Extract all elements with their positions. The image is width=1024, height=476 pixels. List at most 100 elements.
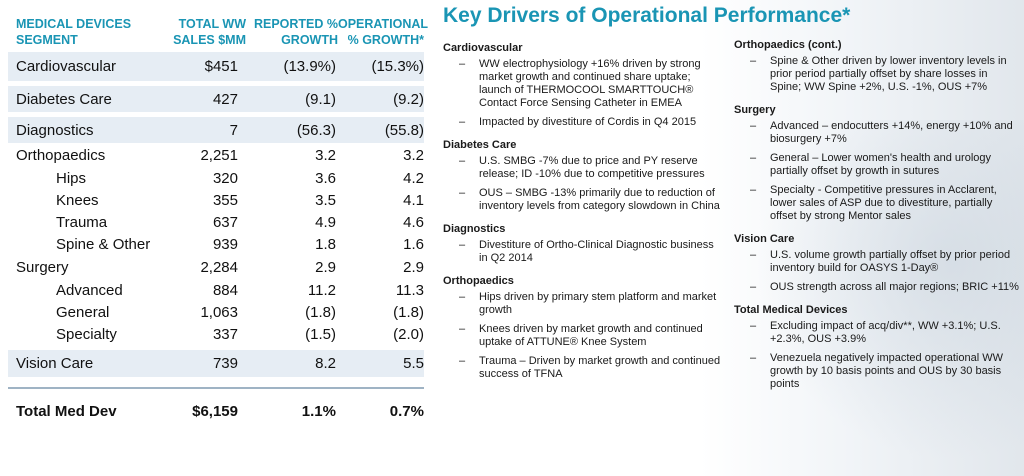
reported-growth: (1.8) [305,303,336,321]
dash-bullet: – [750,184,757,196]
segment-name: Surgery [16,258,69,276]
bullet-text: U.S. volume growth partially offset by p… [770,249,1011,274]
sales-value: 337 [212,325,238,343]
dash-bullet: – [459,323,466,335]
table-row-total: Total Med Dev $6,159 1.1% 0.7% [8,387,424,423]
operational-growth: 11.3 [395,281,424,299]
sales-value: 320 [212,169,238,187]
dash-bullet: – [459,355,466,367]
table-row-spine-other: Spine & Other 939 1.8 1.6 [8,233,424,255]
table-row-vision-care: Vision Care 739 8.2 5.5 [8,350,424,377]
reported-growth: 3.2 [315,146,336,164]
bullet-text: OUS strength across all major regions; B… [770,281,1019,293]
table-row-general: General 1,063 (1.8) (1.8) [8,301,424,323]
table-row-diagnostics: Diagnostics 7 (56.3) (55.8) [8,117,424,143]
bullet-item: – Spine & Other driven by lower inventor… [734,55,1020,94]
operational-growth: 4.1 [403,191,424,209]
segment-name: Cardiovascular [16,58,117,75]
segment-name: Knees [56,191,99,209]
reported-growth: 1.8 [315,235,336,253]
segment-name: Spine & Other [56,235,151,253]
total-operational: 0.7% [389,402,424,420]
bullet-text: Excluding impact of acq/div**, WW +3.1%;… [770,320,1001,345]
operational-growth: 4.6 [403,213,424,231]
bullet-item: – Knees driven by market growth and cont… [443,323,725,349]
sales-value: 2,284 [200,258,238,276]
reported-growth: (13.9%) [283,58,336,75]
operational-growth: (1.8) [393,303,424,321]
bullet-text: Specialty - Competitive pressures in Acc… [770,184,997,222]
operational-growth: (2.0) [393,325,424,343]
bullet-text: Spine & Other driven by lower inventory … [770,55,1007,93]
sales-value: 427 [212,90,238,108]
sales-value: 1,063 [200,303,238,321]
reported-growth: 11.2 [307,281,336,299]
bullet-text: Venezuela negatively impacted operationa… [770,352,1003,390]
dash-bullet: – [750,55,757,67]
section-heading-diagnostics: Diagnostics [443,223,506,235]
total-label: Total Med Dev [16,402,117,420]
reported-growth: (9.1) [305,90,336,108]
table-row-advanced: Advanced 884 11.2 11.3 [8,279,424,301]
dash-bullet: – [750,249,757,261]
table-row-orthopaedics: Orthopaedics 2,251 3.2 3.2 [8,143,424,167]
bullet-item: – Excluding impact of acq/div**, WW +3.1… [734,320,1020,346]
sales-value: 884 [212,281,238,299]
total-sales: $6,159 [192,402,238,420]
bullet-item: – Impacted by divestiture of Cordis in Q… [443,116,725,129]
bullet-item: – Specialty - Competitive pressures in A… [734,184,1020,223]
operational-growth: 3.2 [403,146,424,164]
operational-growth: 5.5 [403,355,424,372]
segment-name: Diabetes Care [16,90,112,108]
sales-table: MEDICAL DEVICES SEGMENT TOTAL WW SALES $… [8,8,429,423]
sales-value: 739 [212,355,238,372]
segment-name: Advanced [56,281,123,299]
table-row-cardiovascular: Cardiovascular $451 (13.9%) (15.3%) [8,52,424,81]
table-row-trauma: Trauma 637 4.9 4.6 [8,211,424,233]
dash-bullet: – [750,352,757,364]
reported-growth: (56.3) [296,121,336,139]
dash-bullet: – [459,187,466,199]
operational-growth: 1.6 [403,235,424,253]
bullet-item: – Venezuela negatively impacted operatio… [734,352,1020,391]
bullet-text: OUS – SMBG -13% primarily due to reducti… [479,187,720,212]
reported-growth: 3.6 [315,169,336,187]
table-row-knees: Knees 355 3.5 4.1 [8,189,424,211]
segment-name: Vision Care [16,355,94,372]
sales-value: 637 [212,213,238,231]
segment-name: Trauma [56,213,108,231]
section-heading-orthopaedics: Orthopaedics [443,275,514,287]
bullet-text: General – Lower women's health and urolo… [770,152,992,177]
bullet-text: Advanced – endocutters +14%, energy +10%… [770,120,1013,145]
sales-value: 355 [212,191,238,209]
segment-name: Hips [56,169,87,187]
dash-bullet: – [750,120,757,132]
bullet-text: U.S. SMBG -7% due to price and PY reserv… [479,155,705,180]
dash-bullet: – [459,291,466,303]
sales-value: 7 [229,121,238,139]
bullet-item: – Trauma – Driven by market growth and c… [443,355,725,381]
bullet-item: – OUS strength across all major regions;… [734,281,1020,294]
surgery-group: Surgery 2,284 2.9 2.9 Advanced 884 11.2 … [8,255,424,345]
header-operational: OPERATIONAL % GROWTH* [338,17,429,47]
section-heading-diabetes: Diabetes Care [443,139,517,151]
dash-bullet: – [459,239,466,251]
bullet-text: Divestiture of Ortho-Clinical Diagnostic… [479,239,714,264]
table-row-hips: Hips 320 3.6 4.2 [8,167,424,189]
bullet-item: – U.S. volume growth partially offset by… [734,249,1020,275]
reported-growth: 4.9 [315,213,336,231]
drivers-right-column: Orthopaedics (cont.) – Spine & Other dri… [734,39,1020,397]
reported-growth: (1.5) [305,325,336,343]
section-heading-total-medical-devices: Total Medical Devices [734,304,848,316]
segment-name: Specialty [56,325,117,343]
reported-growth: 2.9 [315,258,336,276]
bullet-item: – Hips driven by primary stem platform a… [443,291,725,317]
bullet-text: Knees driven by market growth and contin… [479,323,703,348]
bullet-item: – OUS – SMBG -13% primarily due to reduc… [443,187,725,213]
dash-bullet: – [750,320,757,332]
dash-bullet: – [459,116,466,128]
sales-value: 939 [212,235,238,253]
sales-value: $451 [204,58,238,75]
background-decoration [740,120,1024,476]
header-reported: REPORTED % GROWTH [253,17,338,47]
